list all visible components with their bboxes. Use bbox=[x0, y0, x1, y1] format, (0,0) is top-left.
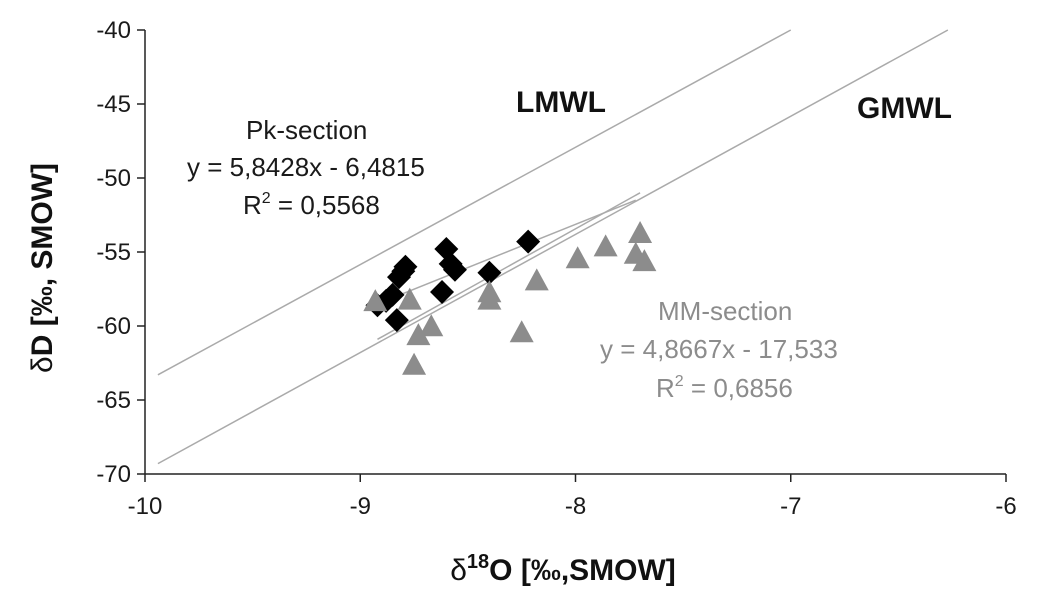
data-markers bbox=[363, 221, 657, 375]
mm-section-point bbox=[477, 287, 502, 310]
mm-section-point bbox=[397, 287, 422, 310]
x-tick-label: -8 bbox=[565, 493, 586, 520]
x-tick-label: -6 bbox=[995, 493, 1016, 520]
y-tick-label: -65 bbox=[96, 387, 131, 414]
mm-section-point bbox=[406, 323, 431, 346]
lmwl-line bbox=[157, 29, 792, 376]
lmwl-label: LMWL bbox=[516, 86, 606, 119]
y-tick-label: -45 bbox=[96, 91, 131, 118]
reference-lines bbox=[157, 29, 949, 465]
y-tick-label: -40 bbox=[96, 17, 131, 44]
pk-section-equation: y = 5,8428x - 6,4815 bbox=[187, 152, 425, 182]
y-tick-label: -50 bbox=[96, 165, 131, 192]
pk-section-point bbox=[442, 257, 467, 282]
mm-section-point bbox=[628, 221, 653, 244]
x-tick-label: -9 bbox=[350, 493, 371, 520]
pk-section-point bbox=[393, 254, 418, 279]
mm-section-trend-line bbox=[377, 192, 641, 340]
pk-section-title: Pk-section bbox=[246, 115, 367, 145]
pk-section-trend-line bbox=[377, 199, 637, 305]
pk-section-r2: R2 = 0,5568 bbox=[243, 190, 380, 220]
y-tick-label: -60 bbox=[96, 313, 131, 340]
x-ticks: -10 -9 -8 -7 -6 bbox=[128, 474, 1017, 520]
pk-section-point bbox=[380, 282, 405, 307]
mm-section-point bbox=[363, 289, 388, 312]
x-tick-label: -10 bbox=[128, 493, 163, 520]
mm-section-equation: y = 4,8667x - 17,533 bbox=[600, 334, 838, 364]
mm-section-point bbox=[593, 234, 618, 257]
mm-section-point bbox=[632, 249, 657, 272]
mm-section-point bbox=[402, 352, 427, 375]
y-ticks: -70 -65 -60 -55 -50 -45 -40 bbox=[96, 17, 145, 488]
y-tick-label: -70 bbox=[96, 461, 131, 488]
gmwl-line bbox=[157, 29, 949, 465]
mm-section-r2: R2 = 0,6856 bbox=[656, 373, 793, 403]
mm-section-point bbox=[509, 320, 534, 343]
pk-section-point bbox=[384, 308, 409, 333]
mm-section-title: MM-section bbox=[658, 296, 792, 326]
pk-section-point bbox=[434, 237, 459, 262]
x-tick-label: -7 bbox=[780, 493, 801, 520]
axes: -10 -9 -8 -7 -6 -70 -65 -60 -55 -50 -45 -40 bbox=[96, 17, 1016, 520]
pk-section-point bbox=[430, 279, 455, 304]
x-axis-title: δ18O [‰,SMOW] bbox=[450, 551, 676, 587]
y-axis-title: δD [‰, SMOW] bbox=[26, 163, 59, 373]
gmwl-label: GMWL bbox=[857, 92, 952, 125]
mm-section-point bbox=[524, 268, 549, 291]
y-tick-label: -55 bbox=[96, 239, 131, 266]
pk-section-point bbox=[477, 260, 502, 285]
pk-section-point bbox=[516, 229, 541, 254]
mm-section-point bbox=[419, 314, 444, 337]
mm-section-point bbox=[565, 246, 590, 269]
